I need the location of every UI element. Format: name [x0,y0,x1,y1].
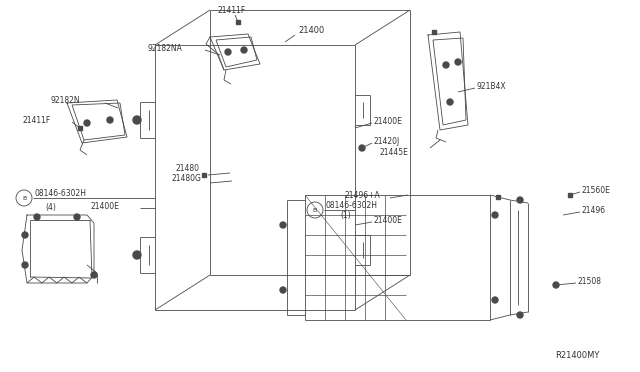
Text: 21560E: 21560E [582,186,611,195]
Circle shape [359,145,365,151]
Circle shape [492,212,498,218]
Circle shape [307,202,323,218]
Circle shape [22,262,28,268]
Circle shape [553,282,559,288]
Circle shape [280,287,286,293]
Text: (4): (4) [45,202,56,212]
Bar [236,20,240,24]
Bar [202,173,206,177]
Text: B: B [313,208,317,212]
Text: 21508: 21508 [578,276,602,285]
Text: 21496: 21496 [582,205,606,215]
Circle shape [22,232,28,238]
Circle shape [280,222,286,228]
Text: R21400MY: R21400MY [555,350,600,359]
Text: (1): (1) [340,211,351,219]
Bar [432,30,436,34]
Text: 921B4X: 921B4X [477,81,507,90]
Text: 92182N: 92182N [50,96,79,105]
Circle shape [107,117,113,123]
Bar [78,126,82,130]
Circle shape [91,272,97,278]
Text: 21480G: 21480G [172,173,202,183]
Circle shape [34,214,40,220]
Text: 21411F: 21411F [218,6,246,15]
Text: 21496+A: 21496+A [345,190,381,199]
Text: 21400: 21400 [298,26,324,35]
Bar [568,193,572,197]
Circle shape [16,190,32,206]
Text: 21445E: 21445E [380,148,409,157]
Text: 21400E: 21400E [90,202,119,211]
Circle shape [225,49,231,55]
Text: 21411F: 21411F [22,115,51,125]
Circle shape [517,197,523,203]
Circle shape [443,62,449,68]
Circle shape [241,47,247,53]
Bar [496,195,500,199]
Text: 21420J: 21420J [374,137,400,145]
Text: 08146-6302H: 08146-6302H [326,201,378,209]
Circle shape [133,251,141,259]
Circle shape [447,99,453,105]
Text: B: B [22,196,26,201]
Circle shape [492,297,498,303]
Text: 08146-6302H: 08146-6302H [34,189,86,198]
Circle shape [133,116,141,124]
Text: 21400E: 21400E [374,215,403,224]
Text: 92182NA: 92182NA [148,44,183,52]
Circle shape [455,59,461,65]
Circle shape [84,120,90,126]
Circle shape [74,214,80,220]
Text: 21400E: 21400E [374,116,403,125]
Circle shape [517,312,523,318]
Text: 21480: 21480 [175,164,199,173]
